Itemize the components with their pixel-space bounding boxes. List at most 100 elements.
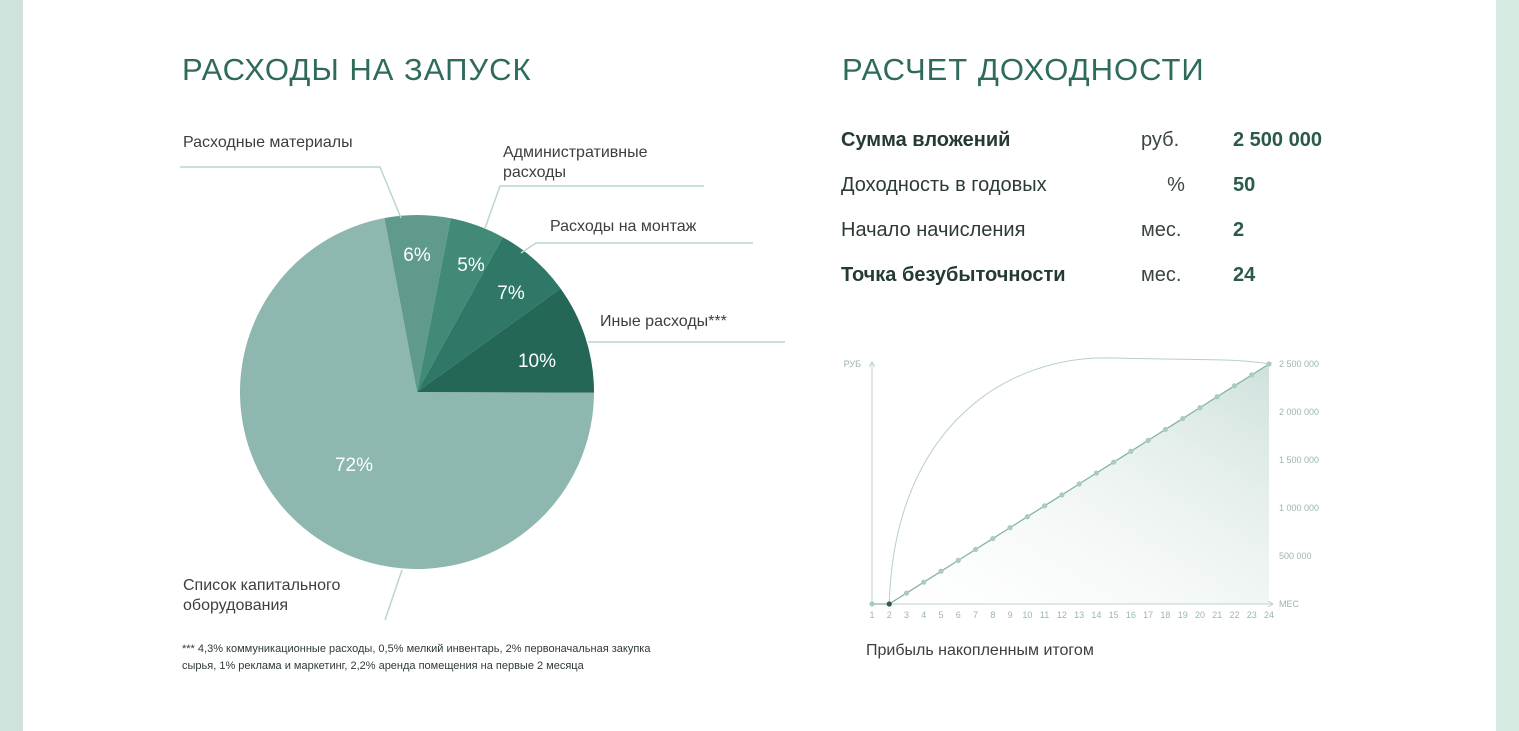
y-tick-label: 2 500 000	[1279, 359, 1319, 369]
slice-materials-label: Расходные материалы	[183, 134, 353, 151]
x-tick-label: 2	[887, 610, 892, 620]
y-axis-label: РУБ	[844, 359, 862, 369]
metric-label: Доходность в годовых	[841, 174, 1047, 196]
y-axis-arrow	[868, 361, 876, 368]
profit-point	[1042, 503, 1048, 509]
profit-point	[972, 546, 979, 553]
x-tick-label: 7	[973, 610, 978, 620]
slice-admin	[417, 218, 503, 392]
profitability-table: Сумма вложений руб. 2 500 000 Доходность…	[841, 118, 1322, 298]
profit-point	[1076, 481, 1082, 487]
profit-point	[990, 535, 996, 542]
x-tick-label: 13	[1074, 610, 1084, 620]
profitability-title: РАСЧЕТ ДОХОДНОСТИ	[842, 52, 1205, 87]
metric-label: Начало начисления	[841, 219, 1026, 241]
profit-point	[1162, 426, 1169, 433]
profit-point	[1231, 383, 1238, 389]
metric-label: Точка безубыточности	[841, 264, 1066, 286]
launch-costs-pie-chart: 6% 5% 7% 10% 72% Расходные материалы Администр…	[180, 134, 785, 621]
profit-point	[1214, 394, 1220, 400]
metric-value: 24	[1233, 264, 1256, 286]
slice-admin-label: расходы	[503, 164, 566, 181]
x-tick-label: 23	[1247, 610, 1257, 620]
metric-label: Сумма вложений	[841, 129, 1011, 151]
x-tick-label: 20	[1195, 610, 1205, 620]
profit-point	[1093, 470, 1099, 476]
slice-montage-label: Расходы на монтаж	[550, 218, 697, 235]
x-tick-label: 16	[1126, 610, 1136, 620]
footnote-line-1: *** 4,3% коммуникационные расходы, 0,5% …	[182, 643, 651, 655]
content-panel: РАСХОДЫ НА ЗАПУСК РАСЧЕТ ДОХОДНОСТИ 6% 5%…	[23, 0, 1496, 731]
x-tick-label: 18	[1160, 610, 1170, 620]
slice-montage-leader-line	[520, 242, 753, 254]
pie-footnote: *** 4,3% коммуникационные расходы, 0,5% …	[182, 641, 742, 675]
profit-point	[1197, 405, 1203, 411]
profit-point	[938, 568, 944, 574]
slice-materials-percent: 6%	[403, 245, 431, 266]
profit-point	[1059, 492, 1065, 498]
slice-other	[417, 288, 594, 393]
x-tick-label: 10	[1022, 610, 1032, 620]
y-tick-label: 1 500 000	[1279, 455, 1319, 465]
metric-value: 2	[1233, 219, 1245, 241]
profit-point	[1249, 372, 1255, 378]
profit-point	[903, 590, 910, 596]
x-tick-label: 1	[869, 610, 874, 620]
x-tick-label: 3	[904, 610, 909, 620]
x-tick-label: 19	[1178, 610, 1188, 620]
profit-point	[1145, 437, 1151, 443]
profit-point	[1266, 361, 1272, 367]
chart-caption: Прибыль накопленным итогом	[866, 642, 1094, 659]
metric-unit: мес.	[1141, 264, 1182, 286]
slice-admin-label: Административные	[503, 144, 648, 161]
profit-point	[1111, 459, 1117, 465]
slice-capital-label: Список капитального	[183, 577, 340, 594]
cumulative-profit-chart: 1 2 3 4 5 6 7 8 9 10 11 12 13 14 15 16 17 18 19 20 21 22 23 245…	[844, 357, 1319, 620]
metric-value: 50	[1233, 174, 1256, 196]
profit-point	[869, 601, 875, 607]
x-axis-arrow	[1267, 600, 1274, 608]
profit-line	[872, 363, 1270, 605]
y-tick-label: 1 000 000	[1279, 503, 1319, 513]
metric-row-breakeven: Точка безубыточности мес. 24	[841, 253, 1322, 298]
x-tick-label: 21	[1212, 610, 1222, 620]
footnote-line-2: сырья, 1% реклама и маркетинг, 2,2% арен…	[182, 660, 584, 672]
slice-admin-leader-line	[484, 185, 704, 229]
metric-row-investment: Сумма вложений руб. 2 500 000	[841, 118, 1322, 163]
x-tick-label: 11	[1040, 610, 1049, 620]
x-tick-label: 22	[1229, 610, 1239, 620]
profit-point	[886, 601, 892, 607]
x-tick-label: 17	[1143, 610, 1153, 620]
metric-unit: %	[1167, 174, 1185, 196]
metric-unit: руб.	[1141, 129, 1180, 151]
metric-row-accrual-start: Начало начисления мес. 2	[841, 208, 1322, 253]
slice-montage	[417, 237, 561, 392]
metric-value: 2 500 000	[1233, 129, 1322, 151]
y-tick-label: 500 000	[1279, 551, 1312, 561]
y-tick-label: 2 000 000	[1279, 407, 1319, 417]
x-tick-label: 9	[1008, 610, 1013, 620]
slice-admin-percent: 5%	[457, 255, 485, 276]
x-tick-label: 14	[1091, 610, 1101, 620]
launch-costs-title: РАСХОДЫ НА ЗАПУСК	[182, 52, 532, 87]
x-tick-label: 5	[939, 610, 944, 620]
profit-point	[921, 579, 927, 585]
profit-point	[1180, 415, 1186, 422]
slice-montage-percent: 7%	[497, 283, 525, 304]
metric-row-annual-yield: Доходность в годовых % 50	[841, 163, 1322, 208]
x-tick-label: 15	[1109, 610, 1119, 620]
metric-unit: мес.	[1141, 219, 1182, 241]
pie-slices	[240, 215, 594, 569]
growth-curve	[888, 357, 1270, 605]
slice-other-label: Иные расходы***	[600, 313, 727, 330]
profit-point	[955, 557, 961, 563]
slice-materials-leader-line	[180, 166, 402, 219]
slice-other-percent: 10%	[518, 351, 556, 372]
x-axis-label: МЕС	[1279, 599, 1300, 609]
profit-area	[872, 364, 1269, 604]
x-tick-label: 12	[1057, 610, 1067, 620]
slice-capital-label: оборудования	[183, 597, 288, 614]
x-tick-label: 6	[956, 610, 961, 620]
slice-materials	[384, 215, 451, 392]
slice-capital-leader-line	[384, 569, 403, 621]
